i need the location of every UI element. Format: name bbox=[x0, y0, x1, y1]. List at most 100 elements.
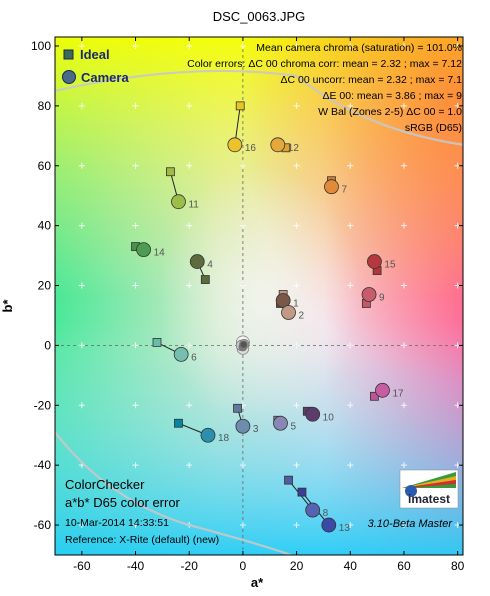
patch-label-11: 11 bbox=[188, 200, 199, 211]
info-line-4: ΔE 00: mean = 3.86 ; max = 9 bbox=[322, 90, 462, 102]
patch-label-9: 9 bbox=[379, 293, 385, 304]
footer-line-1: 10-Mar-2014 14:33:51 bbox=[65, 517, 169, 529]
x-tick-label: 0 bbox=[240, 559, 247, 573]
grid-cross bbox=[78, 522, 85, 529]
camera-point-13 bbox=[321, 517, 337, 533]
y-tick-label: 60 bbox=[38, 159, 52, 173]
grid-cross bbox=[186, 222, 193, 229]
footer-line-2: Reference: X-Rite (default) (new) bbox=[65, 534, 219, 546]
grid-cross bbox=[132, 462, 139, 469]
info-line-6: sRGB (D65) bbox=[405, 122, 462, 134]
legend-camera-marker bbox=[62, 70, 76, 84]
x-tick-label: -20 bbox=[181, 559, 199, 573]
camera-point-4 bbox=[189, 254, 205, 269]
legend-ideal-label: Ideal bbox=[80, 47, 110, 62]
grid-cross bbox=[186, 282, 193, 289]
grid-cross bbox=[400, 342, 407, 349]
grid-cross bbox=[186, 102, 193, 109]
camera-point-14 bbox=[136, 242, 151, 257]
grid-cross bbox=[400, 162, 407, 169]
camera-point-2 bbox=[281, 305, 296, 320]
bg-center bbox=[55, 37, 463, 555]
grid-cross bbox=[132, 522, 139, 529]
y-tick-label: 40 bbox=[38, 219, 52, 233]
patch-label-4: 4 bbox=[207, 260, 213, 271]
grid-cross bbox=[239, 522, 246, 529]
neutral-point bbox=[239, 340, 248, 349]
grid-cross bbox=[132, 42, 139, 49]
imatest-logo: imatest bbox=[399, 469, 459, 509]
patch-label-13: 13 bbox=[339, 523, 351, 534]
grid-cross bbox=[78, 342, 85, 349]
grid-cross bbox=[186, 42, 193, 49]
grid-cross bbox=[347, 282, 354, 289]
grid-cross bbox=[400, 42, 407, 49]
grid-cross bbox=[239, 462, 246, 469]
patch-label-12: 12 bbox=[288, 143, 300, 154]
patch-label-14: 14 bbox=[154, 248, 166, 259]
grid-cross bbox=[293, 342, 300, 349]
grid-cross bbox=[400, 222, 407, 229]
ideal-point-11 bbox=[166, 167, 175, 177]
grid-cross bbox=[293, 222, 300, 229]
patch-label-3: 3 bbox=[253, 424, 259, 435]
y-tick-label: -20 bbox=[34, 398, 52, 412]
ideal-point-6 bbox=[152, 338, 162, 347]
y-axis-title: b* bbox=[0, 299, 15, 313]
tick-labels: -60 -40 -20 0 20 40 60 80 -60 -40 -20 0 20 40 60 80 100 bbox=[31, 37, 465, 573]
patch-label-18: 18 bbox=[218, 433, 230, 444]
info-line-2: Color errors: ΔC 00 chroma corr: mean = … bbox=[187, 58, 462, 70]
camera-point-12 bbox=[270, 137, 286, 153]
grid-cross bbox=[347, 402, 354, 409]
grid-cross bbox=[78, 282, 85, 289]
grid-cross bbox=[293, 282, 300, 289]
grid-cross bbox=[186, 342, 193, 349]
plot-border bbox=[54, 36, 464, 556]
grid-cross bbox=[347, 222, 354, 229]
camera-point-5 bbox=[273, 415, 288, 431]
camera-point-18 bbox=[200, 427, 216, 443]
camera-point-16 bbox=[227, 137, 243, 153]
plot-background bbox=[55, 37, 463, 555]
y-tick-label: 20 bbox=[38, 279, 52, 293]
grid-cross bbox=[239, 222, 246, 229]
ideal-point-16 bbox=[235, 101, 245, 111]
grid-cross bbox=[293, 462, 300, 469]
grid-cross bbox=[347, 102, 354, 109]
logo-text: imatest bbox=[408, 492, 450, 506]
grid-cross bbox=[347, 522, 354, 529]
camera-point-15 bbox=[367, 254, 382, 269]
grid-cross bbox=[132, 402, 139, 409]
grid-cross bbox=[186, 402, 193, 409]
gamut-boundary-bottom bbox=[55, 431, 292, 555]
grid-cross bbox=[132, 282, 139, 289]
ideal-point-4 bbox=[200, 275, 210, 284]
y-tick-label: -40 bbox=[34, 458, 52, 472]
grid-cross bbox=[347, 462, 354, 469]
camera-point-9 bbox=[361, 287, 377, 302]
neutral-markers bbox=[235, 335, 250, 355]
grid-cross bbox=[293, 42, 300, 49]
caption-block: ColorChecker a*b* D65 color error 10-Mar… bbox=[65, 477, 219, 546]
grid-cross bbox=[293, 402, 300, 409]
ideal-point-8 bbox=[284, 475, 293, 485]
y-tick-label: -60 bbox=[34, 518, 52, 532]
camera-point-6 bbox=[173, 346, 189, 362]
patch-label-17: 17 bbox=[392, 388, 404, 399]
grid-cross bbox=[239, 162, 246, 169]
legend: Ideal Camera bbox=[62, 47, 129, 85]
grid-cross bbox=[400, 522, 407, 529]
x-tick-label: 40 bbox=[344, 559, 358, 573]
info-block: Mean camera chroma (saturation) = 101.0%… bbox=[187, 42, 462, 134]
info-line-5: W Bal (Zones 2-5) ΔC 00 = 1.0 bbox=[318, 106, 462, 118]
grid-cross bbox=[78, 162, 85, 169]
y-tick-label: 100 bbox=[31, 39, 51, 53]
grid-cross bbox=[78, 102, 85, 109]
ideal-point-3 bbox=[233, 403, 242, 413]
caption-line-1: ColorChecker bbox=[65, 477, 145, 492]
patch-label-8: 8 bbox=[323, 508, 329, 519]
camera-point-10 bbox=[305, 406, 321, 422]
version-label: 3.10-Beta Master bbox=[368, 518, 454, 530]
info-line-3: ΔC 00 uncorr: mean = 2.32 ; max = 7.1 bbox=[280, 74, 462, 86]
